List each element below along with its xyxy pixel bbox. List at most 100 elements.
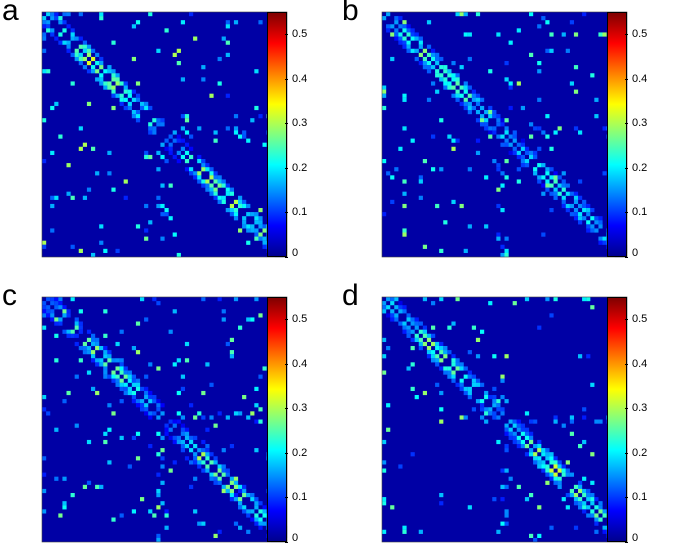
heatmap-cell: [107, 81, 112, 86]
heatmap-cell: [500, 497, 505, 502]
heatmap-cell: [578, 216, 583, 221]
heatmap-cell: [217, 195, 222, 200]
heatmap-cell: [529, 150, 534, 156]
heatmap-cell: [569, 419, 575, 424]
heatmap-cell: [205, 183, 210, 188]
heatmap-cell: [91, 65, 96, 70]
heatmap-cell: [46, 309, 51, 314]
heatmap-cell: [86, 187, 92, 192]
heatmap-cell: [148, 105, 153, 111]
heatmap-cell: [504, 431, 509, 436]
heatmap-cell: [467, 32, 472, 37]
heatmap-cell: [492, 497, 497, 502]
heatmap-cell: [512, 439, 517, 445]
heatmap-cell: [180, 114, 186, 119]
heatmap-cell: [418, 337, 423, 343]
heatmap-cell: [217, 297, 222, 302]
heatmap-cell: [221, 179, 226, 184]
heatmap-cell: [135, 378, 141, 383]
heatmap-cell: [382, 309, 387, 314]
heatmap-cell: [246, 513, 251, 518]
heatmap-cell: [221, 464, 226, 469]
heatmap-d: [381, 296, 628, 543]
heatmap-cell: [594, 216, 599, 221]
heatmap-cell: [394, 28, 399, 33]
heatmap-cell: [148, 220, 153, 225]
heatmap-cell: [557, 191, 562, 196]
heatmap-cell: [475, 118, 481, 123]
heatmap-cell: [386, 171, 391, 176]
heatmap-cell: [213, 423, 218, 428]
heatmap-cell: [504, 513, 509, 518]
heatmap-cell: [410, 452, 415, 457]
heatmap-cell: [406, 317, 411, 322]
heatmap-cell: [537, 533, 542, 539]
heatmap-cell: [520, 105, 526, 111]
heatmap-cell: [99, 61, 104, 66]
heatmap-cell: [91, 386, 96, 392]
heatmap-cell: [242, 224, 247, 229]
heatmap-cell: [402, 525, 407, 530]
heatmap-cell: [115, 378, 120, 383]
heatmap-cell: [180, 431, 186, 436]
heatmap-cell: [213, 191, 218, 196]
heatmap-cell: [402, 179, 407, 184]
heatmap-cell: [569, 191, 575, 196]
heatmap-cell: [549, 472, 554, 477]
heatmap-cell: [209, 175, 214, 180]
heatmap-cell: [229, 493, 235, 498]
heatmap-cell: [386, 346, 391, 351]
heatmap-cell: [398, 36, 403, 41]
heatmap-cell: [463, 12, 468, 17]
heatmap-cell: [107, 69, 112, 74]
heatmap-cell: [573, 216, 579, 221]
heatmap-cell: [58, 321, 63, 326]
heatmap-cell: [545, 179, 550, 184]
heatmap-cell: [184, 142, 190, 147]
heatmap-cell: [156, 505, 161, 510]
heatmap-cell: [103, 248, 108, 254]
heatmap-cell: [111, 411, 116, 416]
heatmap-cell: [205, 468, 210, 473]
heatmap-cell: [78, 358, 83, 363]
heatmap-cell: [254, 505, 259, 510]
heatmap-cell: [398, 16, 403, 21]
heatmap-cell: [398, 24, 403, 29]
heatmap-cell: [504, 138, 509, 143]
colorbar-tick-label: 0.3: [632, 117, 648, 130]
heatmap-cell: [156, 407, 161, 412]
heatmap-cell: [42, 301, 47, 306]
heatmap-cell: [238, 411, 243, 416]
heatmap-cell: [541, 130, 546, 135]
heatmap-cell: [258, 521, 263, 526]
heatmap-cell: [201, 159, 206, 164]
heatmap-cell: [414, 325, 419, 330]
heatmap-cell: [443, 346, 448, 351]
heatmap-cell: [573, 497, 579, 502]
heatmap-cell: [99, 484, 104, 490]
heatmap-cell: [229, 444, 235, 449]
heatmap-cell: [152, 399, 157, 404]
heatmap-cell: [250, 317, 255, 322]
heatmap-cell: [54, 321, 59, 326]
heatmap-cell: [119, 362, 124, 367]
heatmap-cell: [569, 81, 575, 86]
heatmap-cell: [144, 203, 149, 209]
heatmap-cell: [569, 493, 575, 498]
heatmap-cell: [74, 317, 79, 322]
heatmap-cell: [50, 16, 55, 21]
panel-d: d 0 0.1 0.2 0.3 0.4 0.5: [340, 279, 680, 560]
heatmap-cell: [439, 65, 444, 70]
heatmap-cell: [569, 20, 575, 25]
heatmap-cell: [168, 419, 173, 424]
heatmap-cell: [242, 488, 247, 494]
heatmap-cell: [78, 329, 83, 334]
heatmap-cell: [119, 399, 124, 404]
heatmap-cell: [586, 208, 591, 213]
heatmap-cell: [144, 411, 149, 416]
heatmap-cell: [504, 484, 509, 490]
heatmap-cell: [488, 69, 493, 74]
heatmap-cell: [54, 358, 59, 363]
heatmap-cell: [197, 521, 202, 526]
heatmap-cell: [382, 337, 387, 343]
